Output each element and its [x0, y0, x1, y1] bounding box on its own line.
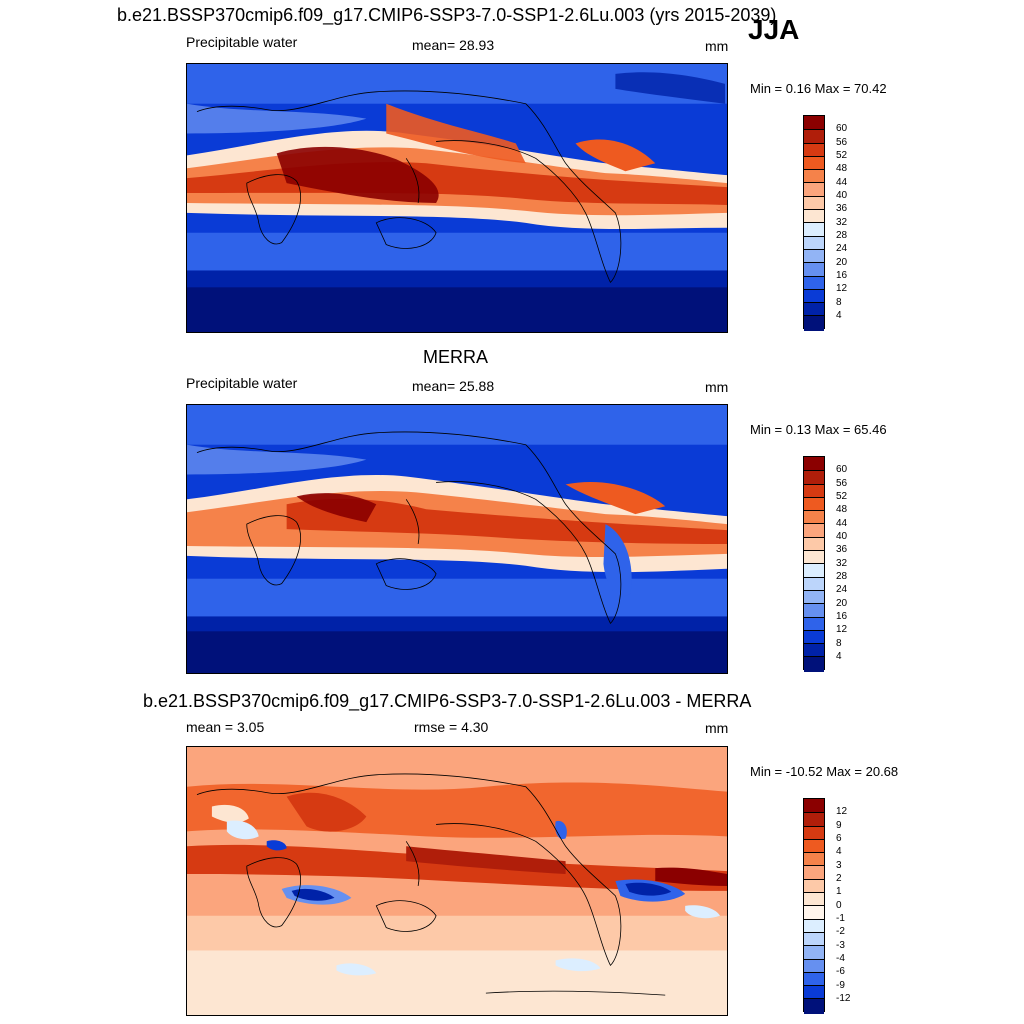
panel2-tick: 28: [836, 571, 848, 582]
panel3-tick: 1: [836, 886, 842, 897]
panel3-rmse-label: rmse = 4.30: [414, 719, 489, 735]
panel1-tick: 20: [836, 257, 848, 268]
panel1-colorbar: [803, 115, 825, 331]
panel1-tick: 12: [836, 283, 848, 294]
panel2-map: [186, 404, 728, 674]
panel2-tick: 52: [836, 491, 848, 502]
panel3-tick: -1: [836, 913, 845, 924]
panel1-tick: 52: [836, 150, 848, 161]
panel1-tick: 4: [836, 310, 842, 321]
panel3-tick: 2: [836, 873, 842, 884]
panel1-units: mm: [705, 38, 729, 54]
panel1-tick: 28: [836, 230, 848, 241]
panel3-colorbar: [803, 798, 825, 1014]
panel2-title: MERRA: [423, 347, 489, 367]
panel3-tick: -6: [836, 966, 845, 977]
panel3-tick: 6: [836, 833, 842, 844]
panel3-tick: -9: [836, 980, 845, 991]
panel2-tick: 16: [836, 611, 848, 622]
panel1-tick: 32: [836, 217, 848, 228]
panel2-tick: 20: [836, 598, 848, 609]
panel3-tick: 9: [836, 820, 842, 831]
panel3-tick: -2: [836, 926, 845, 937]
panel2-minmax: Min = 0.13 Max = 65.46: [750, 422, 887, 437]
panel2-tick: 4: [836, 651, 842, 662]
panel3-tick: 12: [836, 806, 848, 817]
panel3-title: b.e21.BSSP370cmip6.f09_g17.CMIP6-SSP3-7.…: [143, 691, 752, 711]
panel2-tick: 12: [836, 624, 848, 635]
panel1-tick: 40: [836, 190, 848, 201]
panel2-tick: 60: [836, 464, 848, 475]
panel1-mean-label: mean= 28.93: [412, 37, 495, 53]
panel2-tick: 56: [836, 478, 848, 489]
panel2-colorbar: [803, 456, 825, 672]
panel1-tick: 8: [836, 297, 842, 308]
panel2-mean-label: mean= 25.88: [412, 378, 495, 394]
panel1-tick: 56: [836, 137, 848, 148]
panel2-tick: 40: [836, 531, 848, 542]
panel3-units: mm: [705, 720, 729, 736]
panel2-tick: 44: [836, 518, 848, 529]
panel1-tick: 24: [836, 243, 848, 254]
panel3-map: [186, 746, 728, 1016]
panel2-tick: 32: [836, 558, 848, 569]
panel2-tick: 36: [836, 544, 848, 555]
panel1-variable-label: Precipitable water: [186, 34, 298, 50]
panel1-map: [186, 63, 728, 333]
panel1-title: b.e21.BSSP370cmip6.f09_g17.CMIP6-SSP3-7.…: [117, 5, 777, 25]
panel2-units: mm: [705, 379, 729, 395]
panel3-tick: -4: [836, 953, 845, 964]
panel2-tick: 48: [836, 504, 848, 515]
panel3-tick: 4: [836, 846, 842, 857]
panel1-tick: 36: [836, 203, 848, 214]
panel3-tick: 0: [836, 900, 842, 911]
panel1-tick: 44: [836, 177, 848, 188]
panel2-tick: 8: [836, 638, 842, 649]
panel1-tick: 16: [836, 270, 848, 281]
panel1-tick: 60: [836, 123, 848, 134]
panel2-tick: 24: [836, 584, 848, 595]
panel3-tick: -12: [836, 993, 851, 1004]
panel3-minmax: Min = -10.52 Max = 20.68: [750, 764, 899, 779]
season-label: JJA: [748, 14, 800, 45]
panel3-tick: 3: [836, 860, 842, 871]
panel3-mean-label: mean = 3.05: [186, 719, 265, 735]
panel3-tick: -3: [836, 940, 845, 951]
panel1-tick: 48: [836, 163, 848, 174]
panel2-variable-label: Precipitable water: [186, 375, 298, 391]
panel1-minmax: Min = 0.16 Max = 70.42: [750, 81, 887, 96]
